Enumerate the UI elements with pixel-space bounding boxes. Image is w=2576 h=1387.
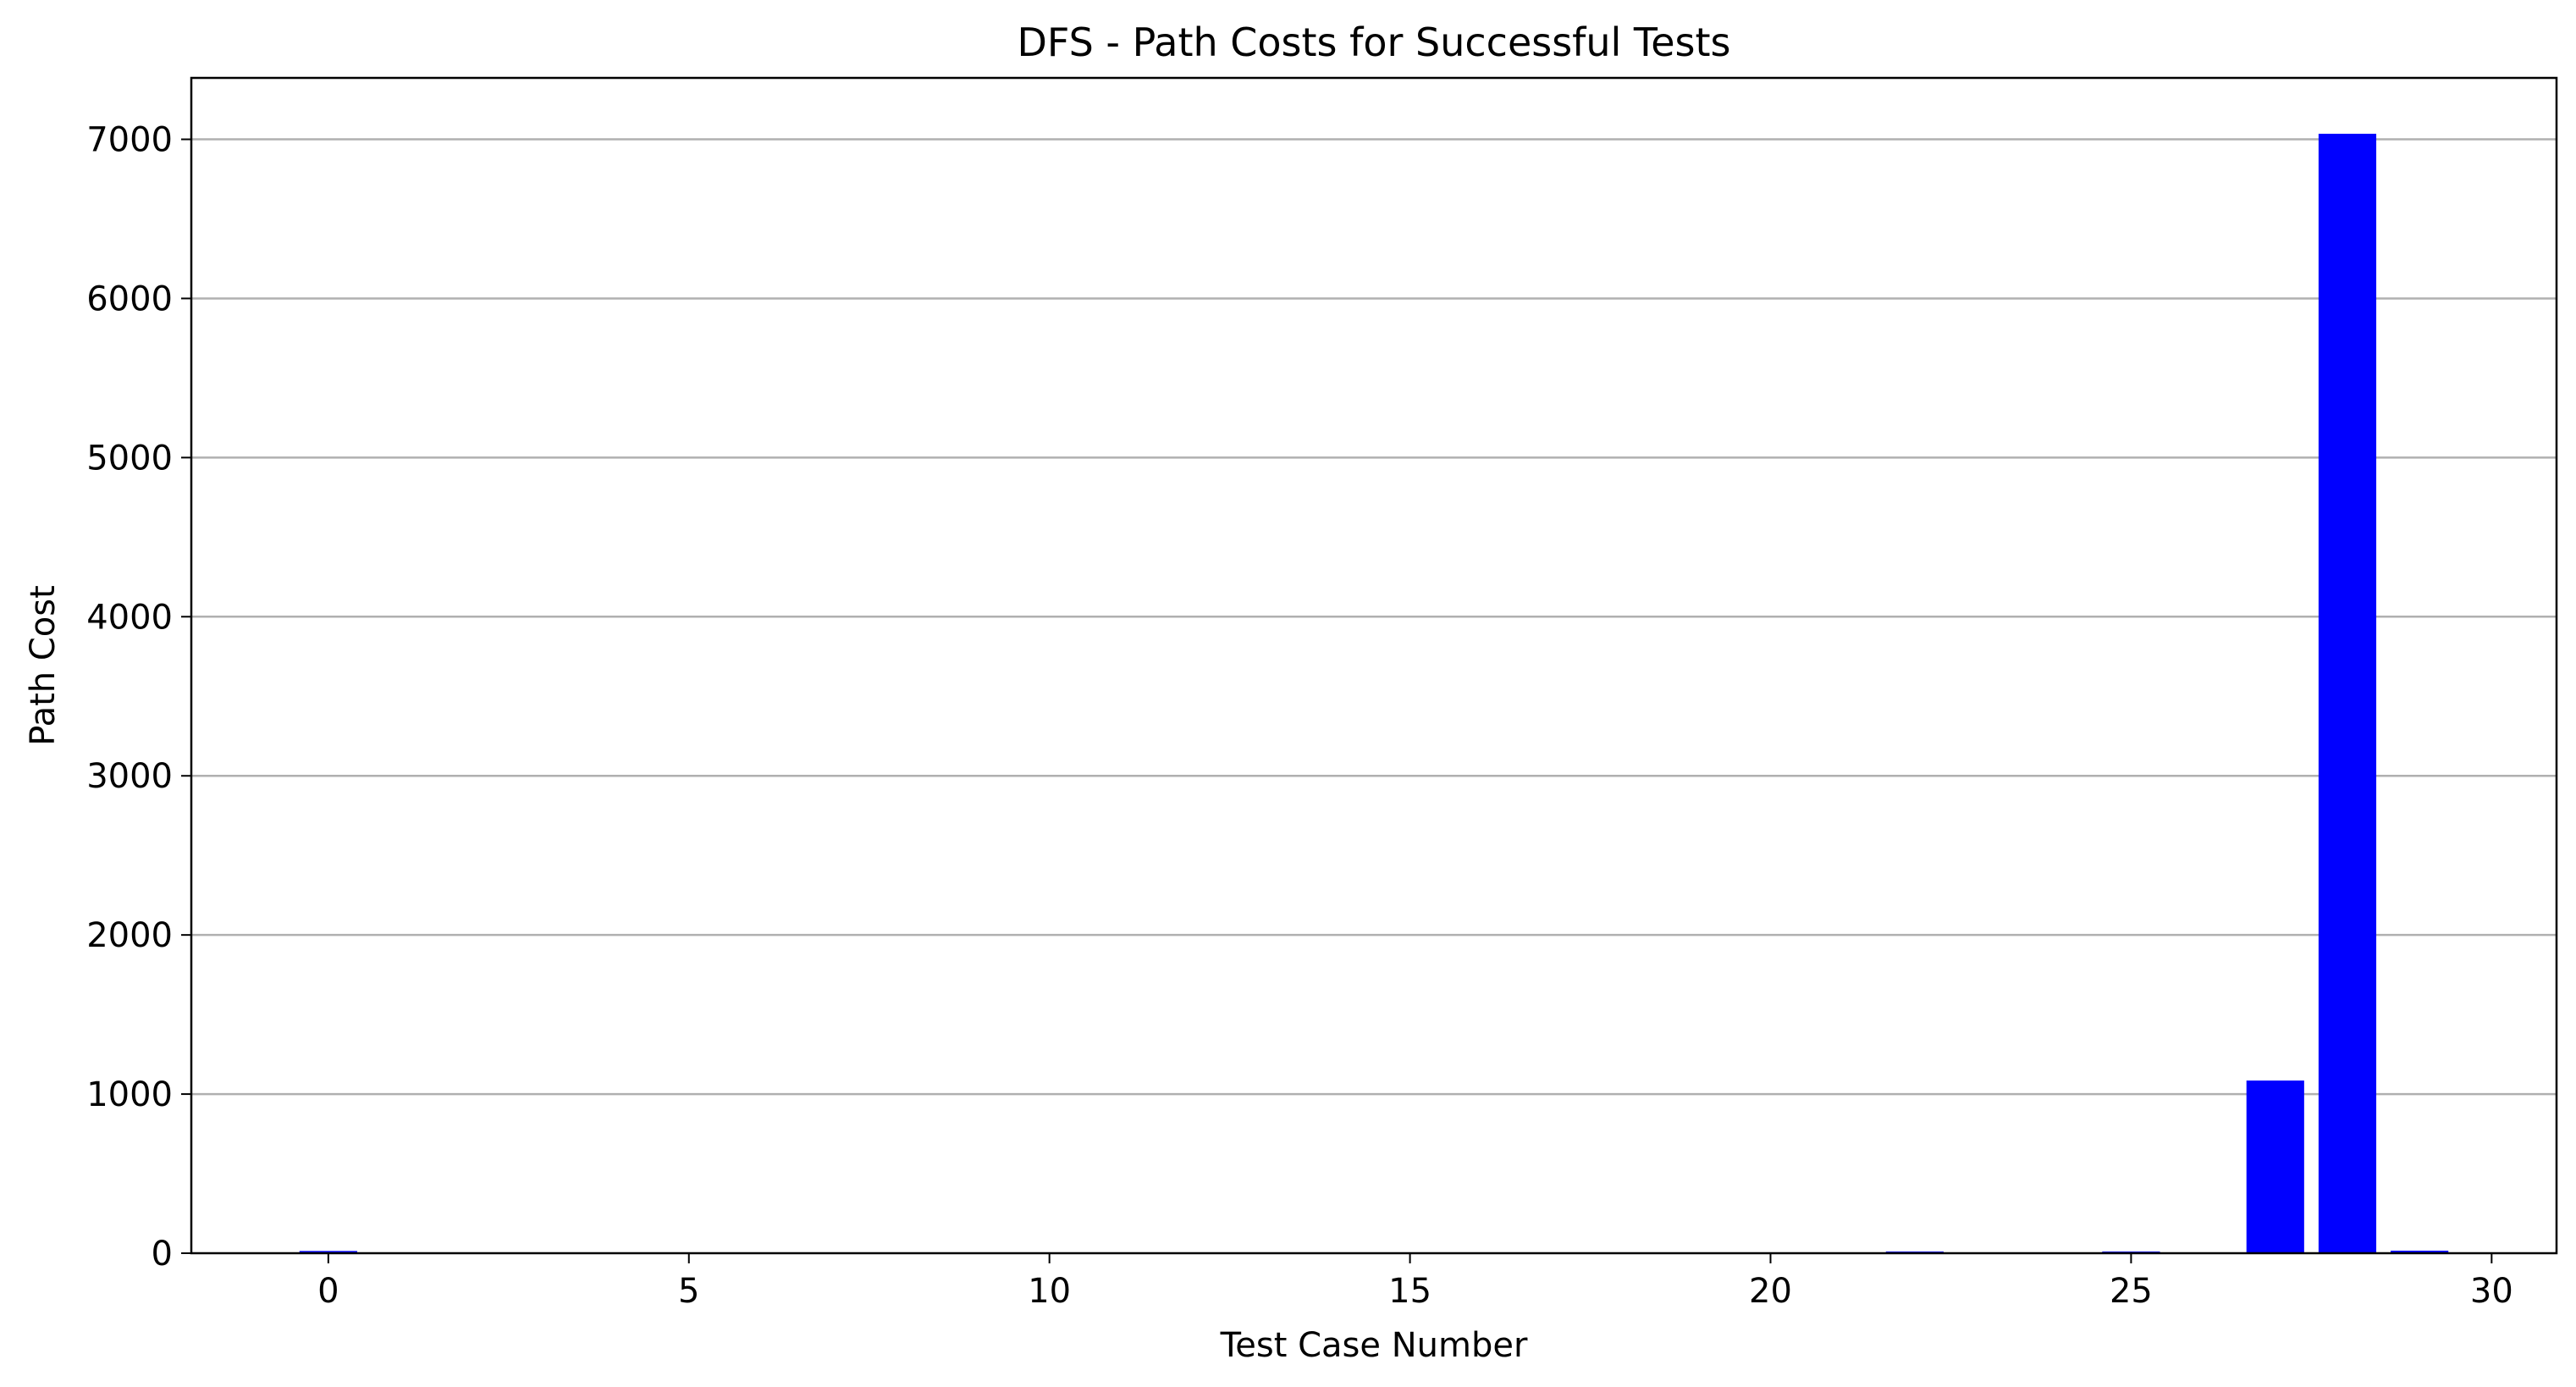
- bar-test-29: [2391, 1250, 2449, 1253]
- x-axis-ticks: 0 5 10 15 20 25 30: [317, 1253, 2513, 1311]
- y-tick-label-3: 3000: [86, 757, 173, 796]
- bars: [299, 133, 2449, 1253]
- y-gridlines: [191, 138, 2557, 1096]
- y-tick-label-2: 2000: [86, 916, 173, 955]
- x-tick-label-0: 0: [317, 1272, 339, 1311]
- x-tick-label-4: 20: [1749, 1272, 1792, 1311]
- bar-test-0: [299, 1251, 357, 1253]
- x-tick-label-5: 25: [2110, 1272, 2153, 1311]
- plot-frame: [190, 76, 2558, 1255]
- bar-test-28: [2318, 133, 2377, 1253]
- y-axis-label: Path Cost: [24, 585, 63, 746]
- x-tick-label-2: 10: [1028, 1272, 1071, 1311]
- x-tick-label-6: 30: [2470, 1272, 2513, 1311]
- bar-test-27: [2246, 1080, 2304, 1253]
- x-axis-label: Test Case Number: [1220, 1326, 1528, 1365]
- y-tick-label-4: 4000: [86, 598, 173, 637]
- x-tick-label-1: 5: [678, 1272, 699, 1311]
- y-tick-label-7: 7000: [86, 121, 173, 160]
- y-tick-label-5: 5000: [86, 439, 173, 478]
- x-tick-label-3: 15: [1388, 1272, 1431, 1311]
- y-tick-label-0: 0: [152, 1235, 173, 1274]
- y-axis-ticks: 0 1000 2000 3000 4000 5000 6000 7000: [86, 121, 191, 1274]
- y-tick-label-6: 6000: [86, 279, 173, 318]
- chart-title: DFS - Path Costs for Successful Tests: [1018, 19, 1731, 65]
- y-tick-label-1: 1000: [86, 1075, 173, 1114]
